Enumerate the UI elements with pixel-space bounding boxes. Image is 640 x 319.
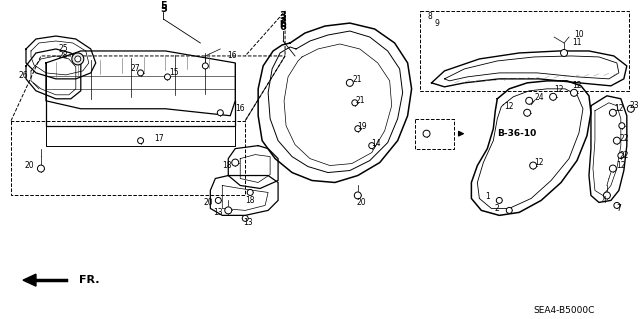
Text: 13: 13 <box>243 218 253 227</box>
Text: 23: 23 <box>630 101 639 110</box>
Circle shape <box>138 70 143 76</box>
Circle shape <box>225 207 232 214</box>
Circle shape <box>550 93 557 100</box>
Text: FR.: FR. <box>79 275 99 285</box>
Text: 20: 20 <box>204 198 213 207</box>
Text: 20: 20 <box>24 161 34 170</box>
Circle shape <box>232 159 239 166</box>
Text: 27: 27 <box>131 64 140 73</box>
Text: 3: 3 <box>280 14 287 24</box>
Text: 13: 13 <box>214 208 223 217</box>
Text: 20: 20 <box>357 198 367 207</box>
Circle shape <box>38 165 44 172</box>
Text: 10: 10 <box>574 30 584 39</box>
Circle shape <box>423 130 430 137</box>
Text: 3: 3 <box>280 11 287 21</box>
Text: 12: 12 <box>614 104 623 113</box>
Circle shape <box>202 63 209 69</box>
Circle shape <box>215 197 221 204</box>
Circle shape <box>530 162 537 169</box>
Circle shape <box>352 100 358 106</box>
Circle shape <box>496 197 502 204</box>
Text: 14: 14 <box>371 139 381 148</box>
Circle shape <box>506 207 512 213</box>
Circle shape <box>72 53 84 65</box>
Circle shape <box>570 89 577 96</box>
Text: 21: 21 <box>355 96 365 105</box>
Circle shape <box>609 109 616 116</box>
Text: 12: 12 <box>534 158 544 167</box>
Circle shape <box>138 138 143 144</box>
Circle shape <box>369 143 375 149</box>
Circle shape <box>355 126 361 132</box>
Text: 9: 9 <box>435 19 440 27</box>
Text: 16: 16 <box>227 51 237 61</box>
Circle shape <box>618 152 624 159</box>
Circle shape <box>525 97 532 104</box>
Text: 12: 12 <box>504 102 514 111</box>
Circle shape <box>613 137 620 144</box>
Text: 11: 11 <box>572 39 582 48</box>
Text: 26: 26 <box>18 71 28 80</box>
Text: 7: 7 <box>616 204 621 213</box>
Circle shape <box>164 74 170 80</box>
Text: 5: 5 <box>160 4 167 14</box>
Circle shape <box>614 203 620 208</box>
Text: 28: 28 <box>58 51 68 61</box>
Text: 6: 6 <box>280 22 287 32</box>
Text: 22: 22 <box>619 134 628 143</box>
Circle shape <box>524 109 531 116</box>
Text: 1: 1 <box>485 192 490 201</box>
Text: 16: 16 <box>236 104 245 113</box>
Circle shape <box>75 56 81 62</box>
Circle shape <box>609 165 616 172</box>
Text: 6: 6 <box>280 19 287 29</box>
Circle shape <box>247 189 253 196</box>
Text: 8: 8 <box>428 11 432 21</box>
Polygon shape <box>23 274 36 286</box>
Circle shape <box>218 110 223 116</box>
Text: B-36-10: B-36-10 <box>497 129 536 138</box>
Circle shape <box>604 192 611 199</box>
Text: 18: 18 <box>223 161 232 170</box>
Text: 4: 4 <box>602 196 606 205</box>
Text: 5: 5 <box>160 1 167 11</box>
Text: 19: 19 <box>357 122 367 131</box>
Text: 22: 22 <box>619 151 628 160</box>
Circle shape <box>619 123 625 129</box>
Circle shape <box>242 215 248 221</box>
Text: 12: 12 <box>616 161 625 170</box>
Circle shape <box>561 49 568 56</box>
Circle shape <box>355 192 362 199</box>
Text: 17: 17 <box>154 134 163 143</box>
Text: 2: 2 <box>495 204 500 213</box>
Circle shape <box>627 105 634 112</box>
Text: 21: 21 <box>352 75 362 84</box>
Text: 12: 12 <box>572 81 582 90</box>
Text: 25: 25 <box>58 44 68 54</box>
Text: 18: 18 <box>245 196 255 205</box>
Text: 15: 15 <box>170 68 179 78</box>
Text: SEA4-B5000C: SEA4-B5000C <box>533 306 595 315</box>
Circle shape <box>346 79 353 86</box>
Text: 12: 12 <box>554 85 564 94</box>
Text: 24: 24 <box>534 93 544 102</box>
